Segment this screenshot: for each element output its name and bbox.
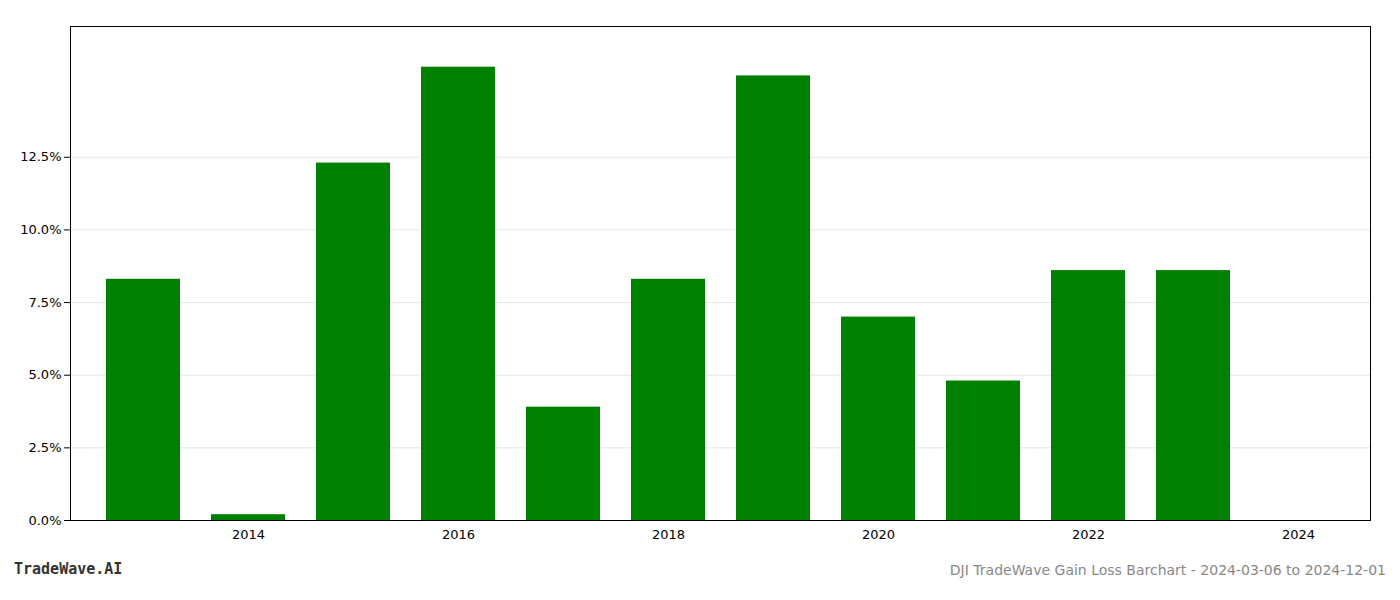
svg-text:7.5%: 7.5%: [28, 295, 61, 310]
svg-text:2022: 2022: [1072, 527, 1105, 542]
svg-text:5.0%: 5.0%: [28, 367, 61, 382]
svg-text:10.0%: 10.0%: [20, 222, 61, 237]
svg-text:2024: 2024: [1282, 527, 1315, 542]
svg-text:2.5%: 2.5%: [28, 440, 61, 455]
svg-text:2016: 2016: [442, 527, 475, 542]
html-text:DJI TradeWave Gain Loss Barcha: DJI TradeWave Gain Loss Barchart - 2024-…: [949, 562, 1386, 578]
svg-text:2014: 2014: [232, 527, 265, 542]
svg-text:12.5%: 12.5%: [20, 149, 61, 164]
svg-text:0.0%: 0.0%: [28, 513, 61, 528]
svg-text:2020: 2020: [862, 527, 895, 542]
svg-text:2018: 2018: [652, 527, 685, 542]
html-text:TradeWave.AI: TradeWave.AI: [14, 560, 123, 578]
